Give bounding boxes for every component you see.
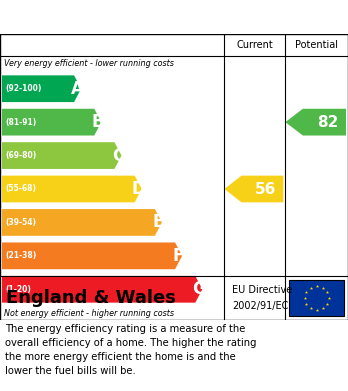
Text: D: D xyxy=(131,180,145,198)
Text: EU Directive: EU Directive xyxy=(232,285,293,295)
Text: (21-38): (21-38) xyxy=(5,251,36,260)
Text: (92-100): (92-100) xyxy=(5,84,41,93)
Text: Energy Efficiency Rating: Energy Efficiency Rating xyxy=(10,9,220,25)
Polygon shape xyxy=(2,176,142,203)
Text: 82: 82 xyxy=(317,115,338,130)
Bar xyxy=(289,280,344,316)
Text: Not energy efficient - higher running costs: Not energy efficient - higher running co… xyxy=(4,308,174,317)
Text: 2002/91/EC: 2002/91/EC xyxy=(232,301,289,311)
Text: Current: Current xyxy=(237,40,273,50)
Polygon shape xyxy=(285,109,346,136)
Text: G: G xyxy=(192,280,206,298)
Text: England & Wales: England & Wales xyxy=(6,289,176,307)
Text: (39-54): (39-54) xyxy=(5,218,36,227)
Polygon shape xyxy=(2,142,121,169)
Text: (55-68): (55-68) xyxy=(5,185,36,194)
Text: C: C xyxy=(112,147,124,165)
Text: The energy efficiency rating is a measure of the
overall efficiency of a home. T: The energy efficiency rating is a measur… xyxy=(5,324,256,376)
Polygon shape xyxy=(2,276,202,303)
Text: 56: 56 xyxy=(255,181,276,197)
Text: F: F xyxy=(173,247,184,265)
Text: (81-91): (81-91) xyxy=(5,118,36,127)
Text: B: B xyxy=(92,113,104,131)
Polygon shape xyxy=(2,242,182,269)
Text: E: E xyxy=(153,213,164,231)
Polygon shape xyxy=(224,176,283,203)
Text: Very energy efficient - lower running costs: Very energy efficient - lower running co… xyxy=(4,59,174,68)
Polygon shape xyxy=(2,209,162,236)
Text: (1-20): (1-20) xyxy=(5,285,31,294)
Text: Potential: Potential xyxy=(295,40,338,50)
Polygon shape xyxy=(2,75,81,102)
Text: (69-80): (69-80) xyxy=(5,151,36,160)
Text: A: A xyxy=(71,80,84,98)
Polygon shape xyxy=(2,109,101,136)
